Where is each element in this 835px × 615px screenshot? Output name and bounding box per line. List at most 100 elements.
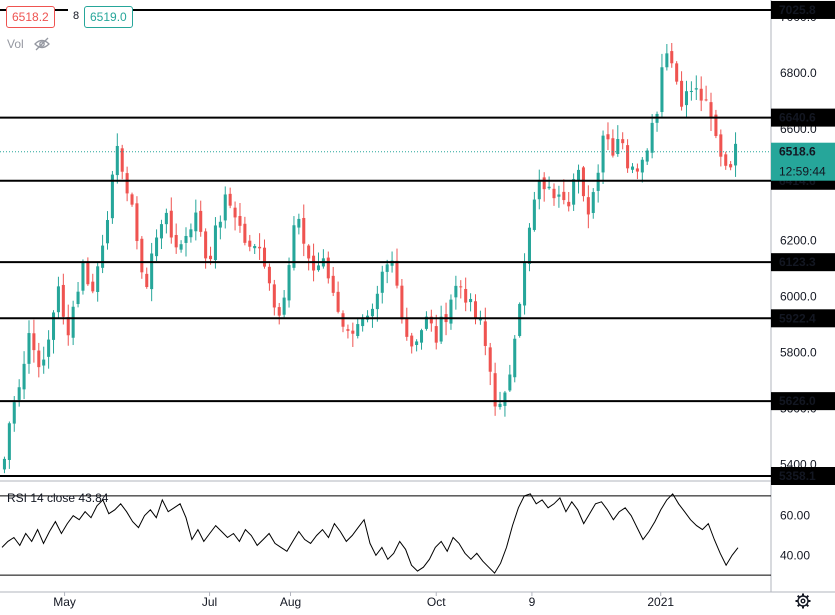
- candle-body: [527, 227, 531, 264]
- spread-value: 8: [68, 6, 85, 26]
- candle-body: [665, 53, 669, 68]
- candle-body: [562, 191, 566, 201]
- candle-body: [572, 179, 576, 205]
- candle-body: [272, 284, 276, 308]
- candle-body: [591, 192, 595, 213]
- time-tick-label: 2021: [647, 595, 674, 609]
- candle-body: [454, 285, 458, 298]
- candle-body: [336, 291, 340, 312]
- candle-body: [292, 225, 296, 268]
- candle-body: [586, 197, 590, 215]
- candle-body: [243, 223, 247, 243]
- candle-body: [297, 218, 301, 228]
- candle-body: [307, 245, 311, 259]
- candle-body: [577, 169, 581, 181]
- candle-body: [66, 317, 70, 336]
- candle-body: [419, 330, 424, 343]
- candle-body: [640, 159, 644, 173]
- candle-body: [42, 359, 46, 366]
- candle-body: [120, 148, 124, 172]
- candle-body: [262, 247, 267, 267]
- candle-body: [635, 168, 639, 172]
- candle-body: [488, 347, 492, 372]
- rsi-title: RSI 14 close: [7, 491, 76, 505]
- candle-body: [596, 172, 600, 191]
- ask-price-box[interactable]: 6519.0: [84, 6, 133, 28]
- level-price-badge: [771, 253, 835, 272]
- candle-body: [238, 216, 242, 226]
- last-price-label: 6518.6: [779, 145, 816, 159]
- candle-body: [547, 186, 551, 189]
- candle-body: [680, 80, 684, 107]
- candle-body: [105, 220, 110, 244]
- candle-body: [734, 143, 738, 166]
- level-price-label: 6123.3: [779, 255, 816, 269]
- gear-icon[interactable]: [795, 593, 811, 609]
- candle-body: [518, 303, 522, 336]
- candle-body: [498, 403, 502, 408]
- candle-body: [611, 138, 615, 156]
- candle-body: [86, 262, 90, 285]
- time-tick-label: Oct: [427, 595, 446, 609]
- candle-body: [434, 326, 438, 343]
- eye-off-icon[interactable]: [34, 37, 50, 51]
- price-tick-label: 6800.0: [780, 66, 817, 80]
- candle-body: [277, 307, 281, 316]
- volume-label: Vol: [7, 37, 24, 51]
- candle-body: [7, 423, 11, 460]
- candle-body: [101, 245, 105, 268]
- candle-body: [724, 154, 728, 166]
- candle-body: [626, 145, 630, 169]
- candle-body: [380, 271, 384, 293]
- candle-body: [557, 194, 561, 197]
- candle-body: [37, 350, 41, 368]
- candle-body: [199, 210, 203, 232]
- candle-body: [473, 301, 478, 319]
- rsi-label: RSI 14 close 43.84: [7, 491, 108, 505]
- level-price-badge: [771, 392, 835, 411]
- candle-body: [395, 260, 399, 286]
- candle-body: [140, 238, 144, 273]
- rsi-current-value: 43.84: [78, 491, 109, 505]
- candle-body: [729, 164, 733, 168]
- candle-body: [61, 284, 65, 317]
- candle-body: [714, 114, 718, 136]
- time-tick-label: Jul: [202, 595, 217, 609]
- countdown-label: 12:59:44: [779, 165, 826, 179]
- candle-body: [601, 135, 605, 173]
- candle-body: [150, 253, 154, 290]
- candle-body: [410, 335, 414, 347]
- price-tick-label: 6200.0: [780, 234, 817, 248]
- candle-body: [704, 99, 708, 101]
- candle-body: [17, 387, 21, 400]
- candle-body: [375, 293, 379, 310]
- candle-body: [115, 145, 119, 176]
- candle-body: [469, 298, 473, 303]
- rsi-tick-label: 40.00: [780, 548, 810, 562]
- price-tick-label: 5800.0: [780, 346, 817, 360]
- candle-body: [253, 245, 257, 249]
- candle-body: [699, 88, 703, 101]
- candle-body: [316, 265, 321, 271]
- candle-body: [694, 88, 698, 90]
- bid-price-box[interactable]: 6518.2: [6, 6, 55, 28]
- candle-body: [616, 139, 620, 154]
- candle-body: [164, 212, 168, 225]
- candle-body: [532, 199, 536, 230]
- candle-body: [552, 188, 556, 199]
- candle-body: [523, 261, 527, 306]
- candle-body: [282, 297, 286, 315]
- candle-body: [47, 339, 51, 357]
- level-price-badge: [771, 0, 835, 19]
- candle-body: [51, 312, 56, 340]
- time-tick-label: 9: [529, 595, 536, 609]
- candle-body: [223, 194, 227, 221]
- level-price-badge: [771, 108, 835, 127]
- candle-body: [675, 63, 679, 82]
- candle-body: [56, 286, 60, 313]
- candle-body: [267, 266, 271, 284]
- candle-body: [513, 338, 517, 378]
- candle-body: [155, 237, 159, 257]
- candle-body: [145, 273, 149, 288]
